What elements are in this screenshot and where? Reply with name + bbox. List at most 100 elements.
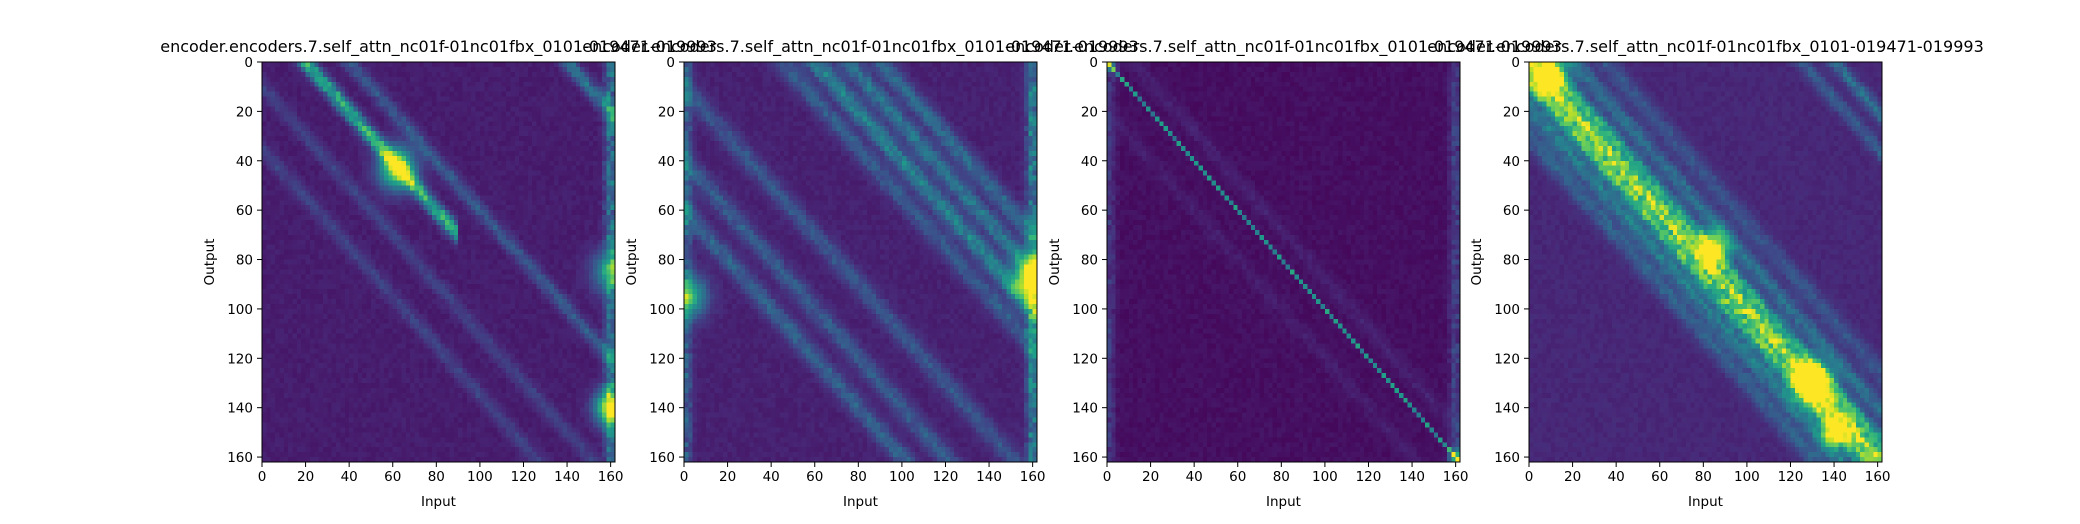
heatmap-cell xyxy=(497,249,503,256)
heatmap-cell xyxy=(405,215,411,221)
heatmap-cell xyxy=(601,126,607,132)
heatmap-cell xyxy=(296,71,302,78)
heatmap-cell xyxy=(262,180,267,187)
heatmap-cell xyxy=(567,234,573,241)
heatmap-cell xyxy=(445,239,450,246)
heatmap-cell xyxy=(375,274,381,280)
heatmap-cell xyxy=(601,249,607,256)
heatmap-cell xyxy=(506,155,512,162)
heatmap-cell xyxy=(405,190,411,196)
heatmap-cell xyxy=(384,121,389,127)
heatmap-cell xyxy=(436,249,442,256)
heatmap-cell xyxy=(558,333,564,340)
heatmap-cell xyxy=(392,76,398,83)
heatmap-cell xyxy=(309,308,315,315)
heatmap-cell xyxy=(262,215,267,221)
heatmap-cell xyxy=(288,308,294,315)
heatmap-cell xyxy=(597,111,603,117)
heatmap-cell xyxy=(588,150,594,157)
heatmap-cell xyxy=(314,279,320,285)
heatmap-cell xyxy=(375,160,381,167)
heatmap-cell xyxy=(584,155,590,162)
heatmap-cell xyxy=(523,101,529,108)
heatmap-cell xyxy=(488,215,494,221)
heatmap-cell xyxy=(288,239,294,246)
heatmap-cell xyxy=(305,318,311,325)
heatmap-cell xyxy=(567,160,573,167)
heatmap-cell xyxy=(410,210,416,216)
heatmap-cell xyxy=(506,328,512,335)
heatmap-cell xyxy=(397,294,403,300)
heatmap-cell xyxy=(445,116,450,122)
heatmap-cell xyxy=(270,229,276,236)
heatmap-cell xyxy=(458,244,464,251)
heatmap-cell xyxy=(388,224,394,231)
heatmap-cell xyxy=(540,205,546,211)
heatmap-cell xyxy=(601,343,607,350)
heatmap-cell xyxy=(610,274,616,280)
heatmap-cell xyxy=(418,363,424,369)
heatmap-cell xyxy=(296,338,302,345)
heatmap-cell xyxy=(462,155,468,162)
heatmap-cell xyxy=(397,165,403,172)
heatmap-cell xyxy=(488,62,494,68)
heatmap-cell xyxy=(497,318,503,325)
heatmap-cell xyxy=(305,91,311,98)
heatmap-cell xyxy=(588,81,594,88)
heatmap-cell xyxy=(375,145,381,152)
heatmap-cell xyxy=(540,299,546,305)
heatmap-cell xyxy=(362,76,368,83)
heatmap-cell xyxy=(353,259,359,266)
heatmap-cell xyxy=(558,264,564,271)
heatmap-cell xyxy=(392,210,398,216)
heatmap-cell xyxy=(549,264,555,271)
heatmap-cell xyxy=(262,343,267,350)
heatmap-cell xyxy=(466,284,472,290)
heatmap-cell xyxy=(296,160,302,167)
heatmap-cell xyxy=(545,126,551,132)
heatmap-cell xyxy=(270,318,276,325)
heatmap-cell xyxy=(427,126,433,132)
heatmap-cell xyxy=(405,200,411,206)
heatmap-cell xyxy=(323,259,328,266)
heatmap-cell xyxy=(584,81,590,88)
heatmap-cell xyxy=(275,195,281,201)
heatmap-cell xyxy=(344,170,350,177)
heatmap-cell xyxy=(453,91,459,98)
heatmap-cell xyxy=(292,279,298,285)
heatmap-cell xyxy=(501,244,507,251)
heatmap-cell xyxy=(514,234,520,241)
heatmap-cell xyxy=(571,170,577,177)
heatmap-cell xyxy=(558,234,564,241)
heatmap-cell xyxy=(606,289,612,295)
heatmap-cell xyxy=(423,126,429,132)
heatmap-cell xyxy=(314,126,320,132)
heatmap-cell xyxy=(318,76,324,83)
heatmap-cell xyxy=(349,343,355,350)
heatmap-cell xyxy=(549,239,555,246)
heatmap-cell xyxy=(340,136,346,142)
heatmap-cell xyxy=(540,136,546,142)
heatmap-cell xyxy=(301,150,307,157)
heatmap-cell xyxy=(532,318,538,325)
heatmap-cell xyxy=(562,205,568,211)
heatmap-cell xyxy=(397,81,403,88)
heatmap-cell xyxy=(262,200,267,206)
heatmap-cell xyxy=(331,136,337,142)
heatmap-cell xyxy=(309,101,315,108)
heatmap-cell xyxy=(405,141,411,147)
heatmap-cell xyxy=(401,254,407,261)
heatmap-cell xyxy=(575,165,581,172)
heatmap-cell xyxy=(436,131,442,137)
heatmap-cell xyxy=(501,348,507,354)
heatmap-cell xyxy=(453,71,459,78)
heatmap-cell xyxy=(453,224,459,231)
heatmap-cell xyxy=(410,76,416,83)
heatmap-cell xyxy=(562,303,568,310)
heatmap-cell xyxy=(270,274,276,280)
heatmap-cell xyxy=(362,96,368,103)
heatmap-cell xyxy=(392,313,398,320)
heatmap-cell xyxy=(558,239,564,246)
heatmap-cell xyxy=(266,220,272,226)
heatmap-cell xyxy=(440,200,446,206)
